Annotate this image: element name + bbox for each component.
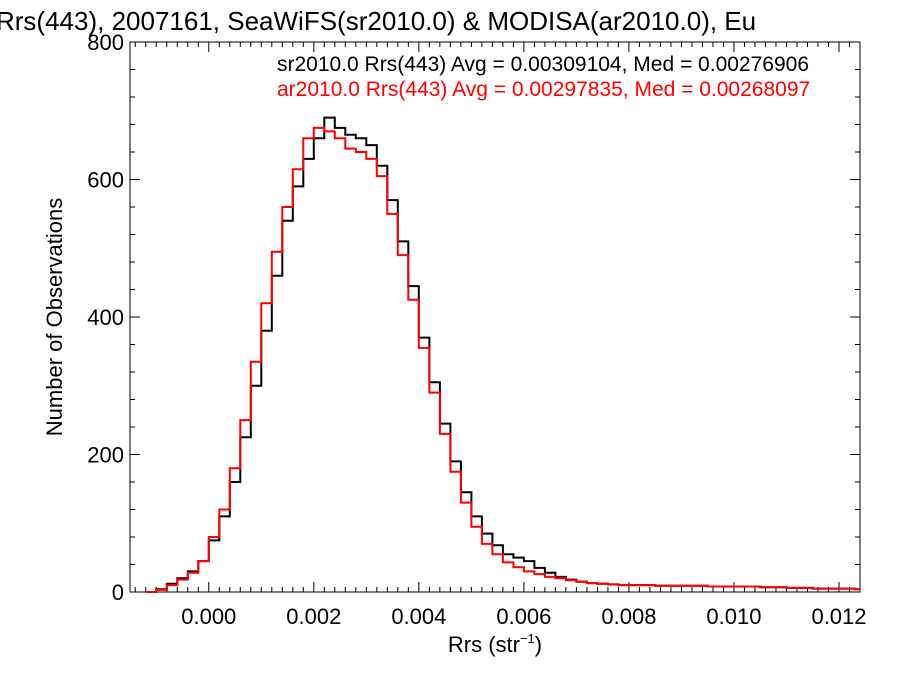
legend-entry-sr2010: sr2010.0 Rrs(443) Avg = 0.00309104, Med … [277,53,809,76]
series-ar2010 [145,126,860,593]
x-tick-label: 0.012 [811,604,866,629]
chart-title: Rrs(443), 2007161, SeaWiFS(sr2010.0) & M… [0,6,756,36]
x-tick-label: 0.000 [181,604,236,629]
x-axis-label: Rrs (str−1) [448,631,542,657]
x-axis-label-close: ) [535,632,542,657]
y-axis-label: Number of Observations [42,198,67,436]
x-tick-label: 0.006 [496,604,551,629]
legend-entry-ar2010: ar2010.0 Rrs(443) Avg = 0.00297835, Med … [277,78,810,101]
x-tick-label: 0.002 [286,604,341,629]
plot-frame [129,41,861,593]
y-tick-label: 200 [87,443,124,468]
x-axis-ticks: 0.000 0.002 0.004 0.006 0.008 0.010 0.012 [134,42,867,629]
series-line [145,126,860,593]
series-line [145,116,860,593]
x-tick-label: 0.010 [706,604,761,629]
x-axis-label-exponent: −1 [520,631,535,646]
x-tick-label: 0.004 [391,604,446,629]
x-tick-label: 0.008 [601,604,656,629]
series-layer [145,116,860,593]
y-tick-label: 600 [87,168,124,193]
series-sr2010 [145,116,860,593]
y-tick-label: 800 [87,30,124,55]
y-axis-ticks: 0 200 400 600 800 [87,30,860,605]
x-axis-label-main: Rrs (str [448,632,520,657]
y-tick-label: 0 [112,580,124,605]
y-tick-label: 400 [87,305,124,330]
